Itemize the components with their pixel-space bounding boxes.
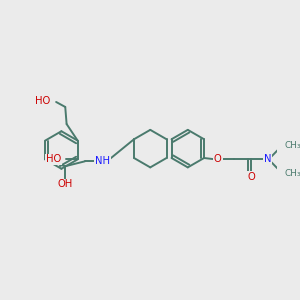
Text: NH: NH (95, 156, 110, 166)
Text: O: O (214, 154, 222, 164)
Text: HO: HO (46, 154, 61, 164)
Text: CH₃: CH₃ (285, 169, 300, 178)
Text: N: N (264, 154, 271, 164)
Text: O: O (247, 172, 255, 182)
Text: OH: OH (57, 179, 73, 190)
Text: HO: HO (35, 96, 50, 106)
Text: CH₃: CH₃ (285, 140, 300, 149)
